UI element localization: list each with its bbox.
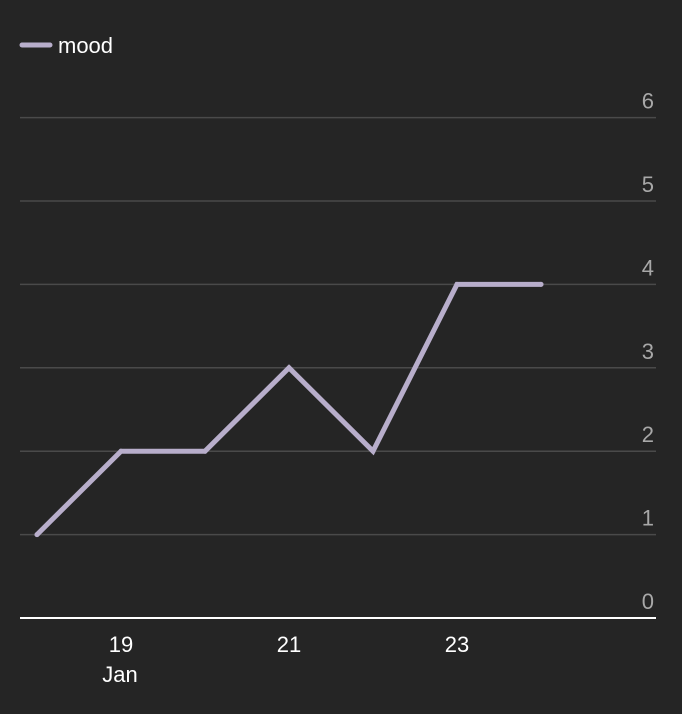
data-point-jan-20[interactable] [202,448,208,454]
data-point-jan-23[interactable] [454,281,460,287]
y-tick-label-2: 2 [642,422,654,447]
y-tick-label-3: 3 [642,339,654,364]
y-tick-label-4: 4 [642,255,654,280]
legend-label-mood: mood [58,33,113,58]
data-point-jan-18[interactable] [34,532,40,538]
series-mood [34,281,544,538]
chart-grid [20,116,656,536]
y-tick-label-0: 0 [642,589,654,614]
x-tick-label-23: 23 [445,632,469,657]
x-tick-label-21: 21 [277,632,301,657]
data-point-jan-24[interactable] [538,281,544,287]
y-tick-label-6: 6 [642,89,654,114]
x-axis-ticks: Jan 19 21 23 [102,632,469,687]
chart-legend[interactable]: mood [19,33,113,58]
x-tick-label-19: 19 [109,632,133,657]
y-axis-ticks: 0 1 2 3 4 5 6 [642,89,654,614]
y-tick-label-1: 1 [642,506,654,531]
y-tick-label-5: 5 [642,172,654,197]
data-point-jan-21[interactable] [286,365,292,371]
data-point-jan-19[interactable] [118,448,124,454]
series-line-mood [34,281,544,538]
x-axis-month-label: Jan [102,662,137,687]
data-point-jan-22[interactable] [370,448,376,454]
